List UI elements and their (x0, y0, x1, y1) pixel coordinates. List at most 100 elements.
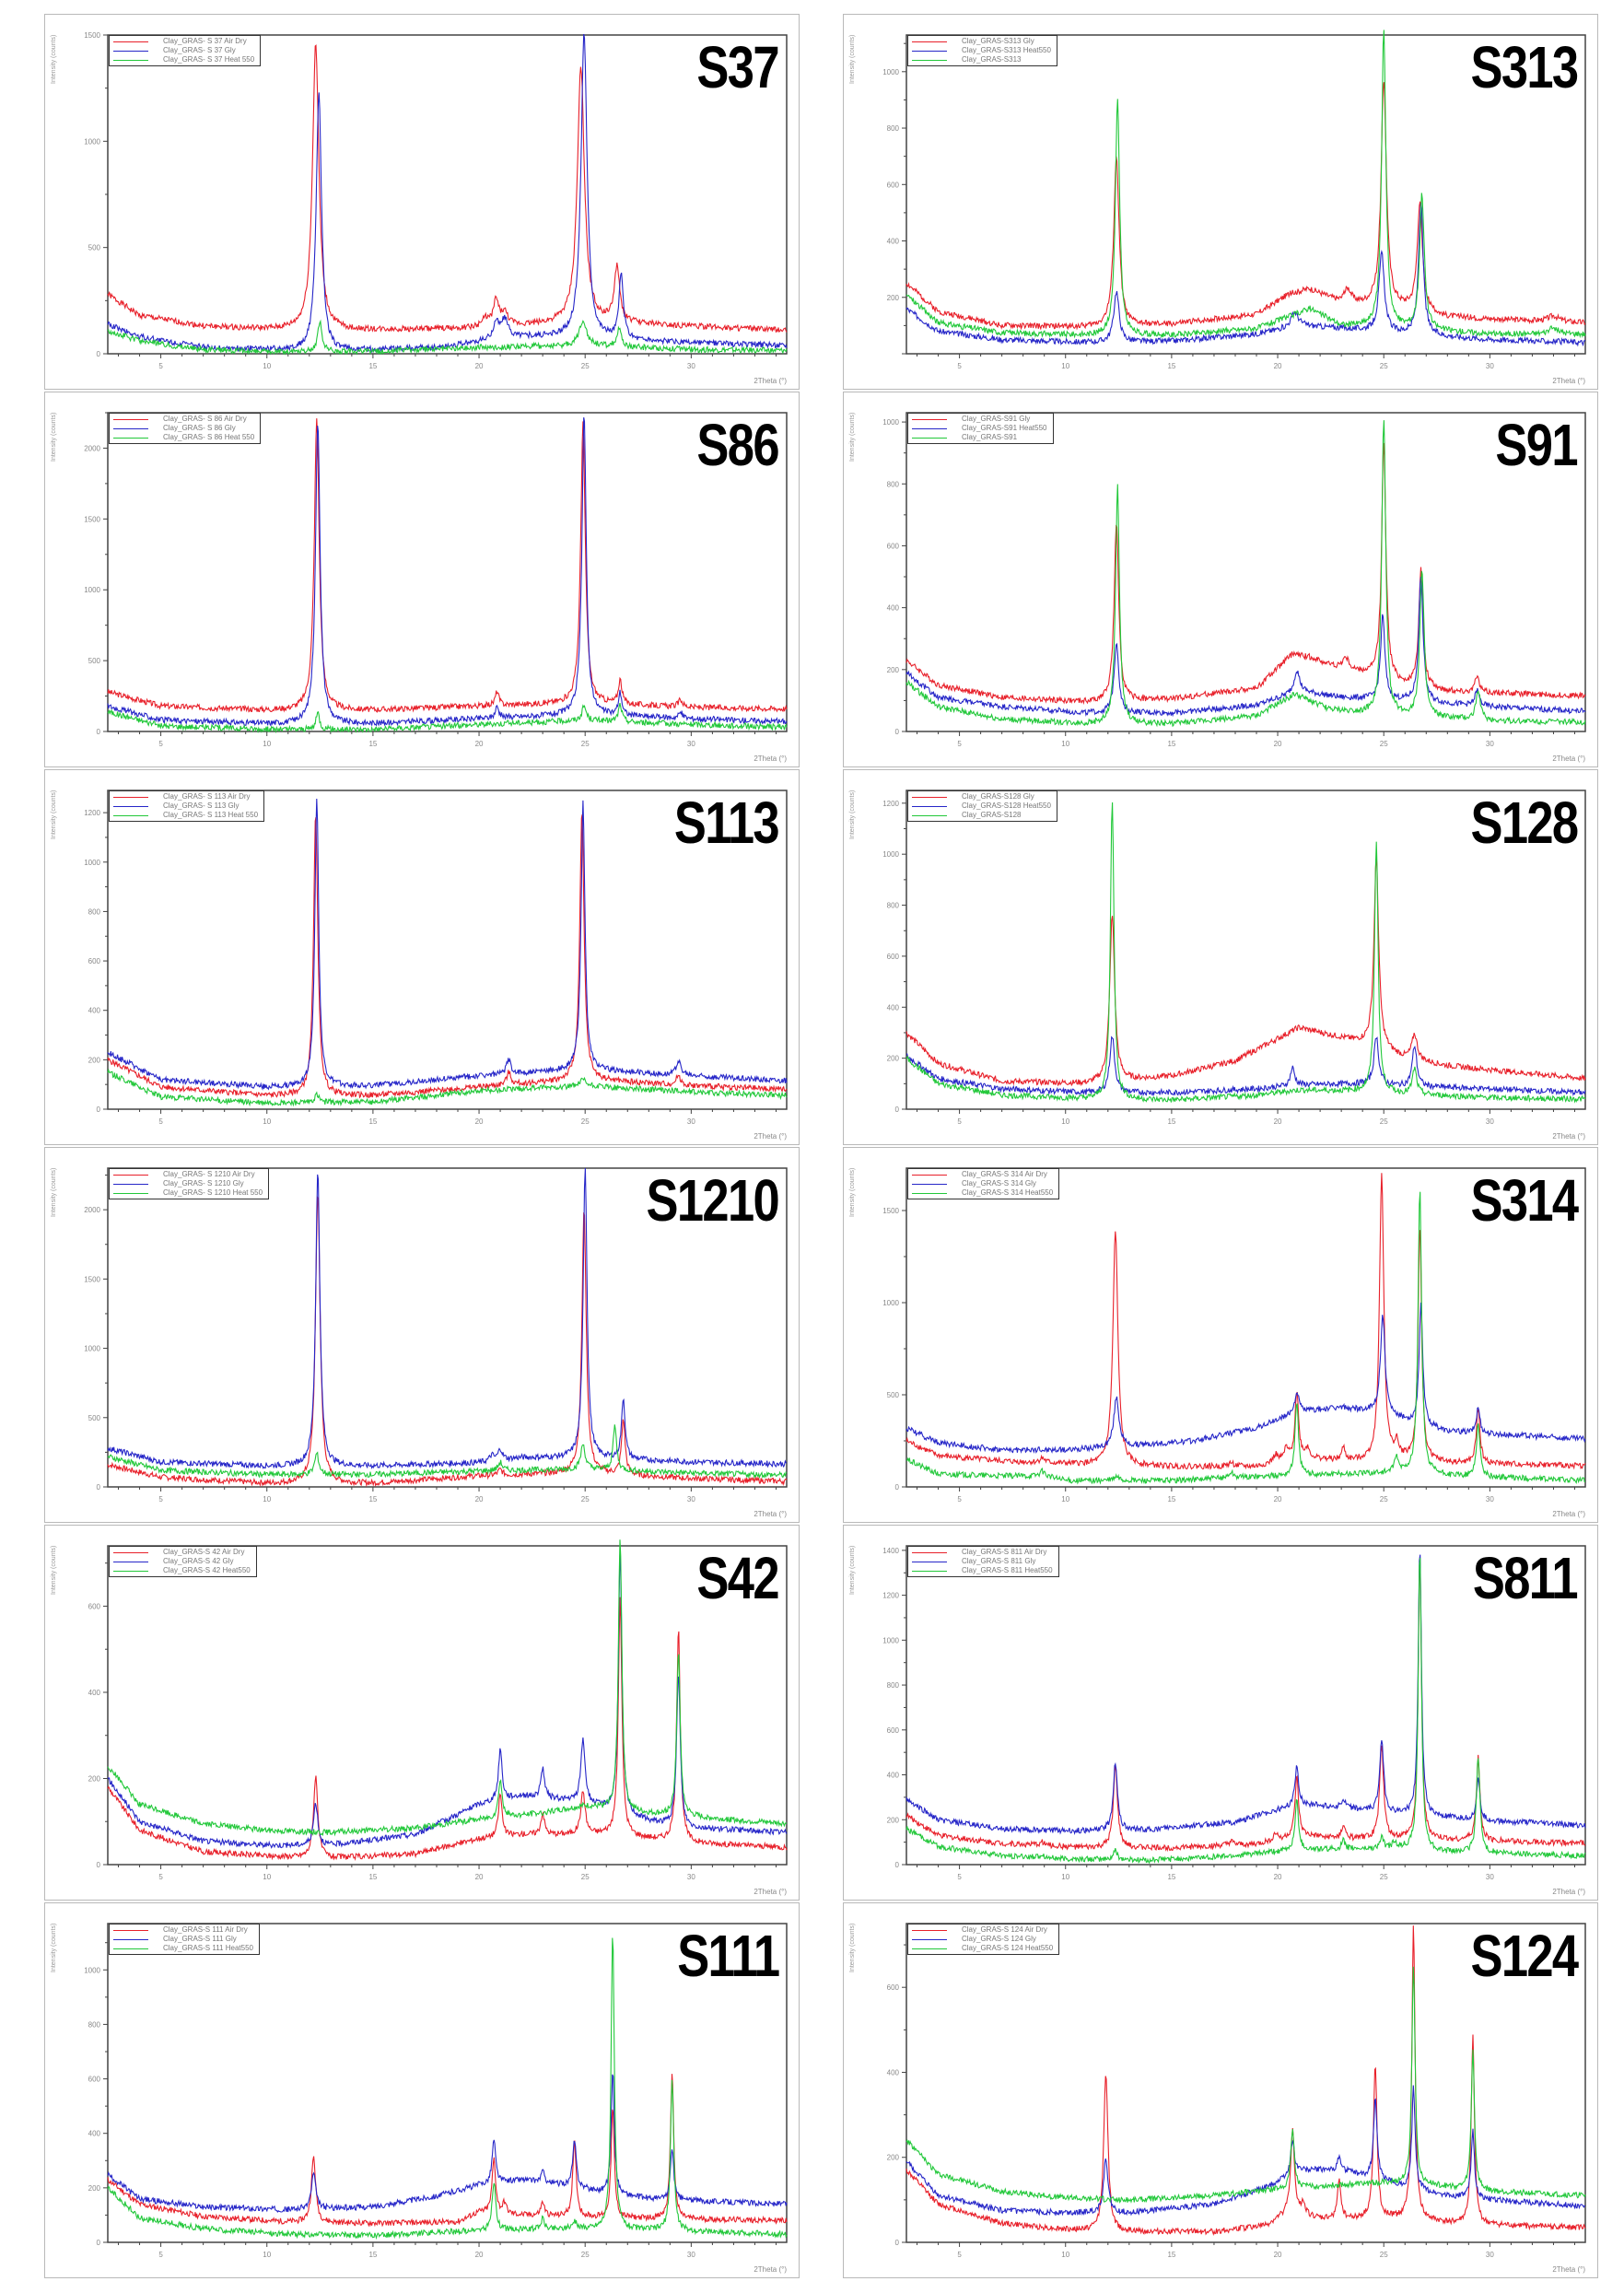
legend-item: Clay_GRAS-S91 (912, 433, 1047, 442)
y-tick-label: 1000 (882, 1636, 899, 1644)
legend-label: Clay_GRAS-S 42 Air Dry (163, 1548, 245, 1556)
x-tick-label: 5 (957, 362, 962, 370)
legend-item: Clay_GRAS- S 86 Heat 550 (113, 433, 254, 442)
series-line-heat (905, 1966, 1586, 2204)
y-tick-label: 0 (97, 1483, 101, 1492)
chart-legend: Clay_GRAS-S313 Gly Clay_GRAS-S313 Heat550… (907, 35, 1057, 66)
x-tick-label: 20 (475, 1495, 484, 1503)
y-tick-label: 200 (88, 1056, 101, 1064)
x-tick-label: 25 (1380, 2251, 1388, 2259)
legend-swatch (113, 1192, 148, 1194)
series-line-gly (107, 33, 788, 354)
legend-item: Clay_GRAS-S 314 Air Dry (912, 1170, 1053, 1179)
legend-swatch (912, 41, 947, 42)
legend-swatch (912, 1938, 947, 1940)
sample-label: S113 (673, 790, 780, 856)
x-tick-label: 20 (1274, 2251, 1282, 2259)
y-tick-label: 400 (887, 238, 900, 246)
y-axis-title: Intensity (counts) (51, 1167, 57, 1217)
xrd-plot: 0 500 1000 1500 5 10 15 20 25 30 2Theta (°) (882, 1167, 1586, 1518)
xrd-plot: 0 200 400 600 800 1000 1200 1400 5 10 15 20 25 30 2The… (882, 1545, 1586, 1896)
x-tick-label: 10 (263, 362, 271, 370)
x-axis-title: 2Theta (°) (1552, 1132, 1585, 1141)
legend-label: Clay_GRAS-S 314 Gly (962, 1179, 1036, 1187)
sample-label: S128 (1469, 790, 1579, 856)
legend-swatch (912, 50, 947, 52)
chart-legend: Clay_GRAS-S 111 Air Dry Clay_GRAS-S 111 G… (109, 1924, 260, 1955)
x-tick-label: 15 (368, 1117, 377, 1126)
x-tick-label: 20 (1274, 1117, 1282, 1126)
series-line-heat (905, 801, 1586, 1104)
series-line-gly (107, 416, 788, 727)
chart-legend: Clay_GRAS-S 314 Air Dry Clay_GRAS-S 314 G… (907, 1168, 1060, 1199)
y-tick-label: 200 (887, 666, 900, 674)
legend-label: Clay_GRAS-S 314 Heat550 (962, 1188, 1054, 1197)
xrd-chart-panel-s37: 0 500 1000 1500 5 10 15 20 25 30 2Theta (°) Intens… (44, 14, 800, 390)
sample-label: S111 (676, 1923, 780, 1989)
legend-swatch (113, 1929, 148, 1931)
x-tick-label: 15 (1167, 1117, 1175, 1126)
legend-swatch (912, 418, 947, 420)
x-tick-label: 5 (957, 1873, 962, 1881)
y-tick-label: 1000 (84, 1966, 100, 1974)
legend-label: Clay_GRAS- S 113 Heat 550 (163, 811, 259, 819)
y-tick-label: 200 (887, 294, 900, 302)
y-tick-label: 800 (887, 480, 900, 488)
x-tick-label: 30 (687, 2251, 695, 2259)
y-tick-label: 600 (887, 542, 900, 550)
x-tick-label: 30 (687, 362, 695, 370)
series-line-air-dry (107, 44, 788, 333)
series-line-gly (905, 1554, 1586, 1836)
y-tick-label: 200 (88, 1774, 101, 1783)
legend-label: Clay_GRAS-S 124 Air Dry (962, 1925, 1047, 1934)
legend-item: Clay_GRAS- S 86 Air Dry (113, 415, 254, 424)
legend-label: Clay_GRAS- S 37 Heat 550 (163, 55, 255, 64)
y-tick-label: 1000 (882, 850, 899, 859)
legend-item: Clay_GRAS- S 1210 Air Dry (113, 1170, 263, 1179)
legend-swatch (912, 814, 947, 816)
y-tick-label: 0 (895, 1483, 900, 1492)
series-line-gly (905, 202, 1586, 347)
xrd-plot: 200 400 600 800 1000 5 10 15 20 25 30 2Theta (°) (882, 29, 1586, 385)
y-tick-label: 1000 (882, 1299, 899, 1307)
legend-swatch (113, 59, 148, 61)
x-tick-label: 20 (1274, 1873, 1282, 1881)
y-tick-label: 1400 (882, 1547, 899, 1555)
series-line-gly (107, 2074, 788, 2214)
x-axis-title: 2Theta (°) (1552, 1888, 1585, 1896)
series-line-heat (905, 1557, 1586, 1865)
x-tick-label: 5 (957, 2251, 962, 2259)
y-tick-label: 0 (895, 1106, 900, 1114)
x-tick-label: 20 (475, 362, 484, 370)
x-tick-label: 5 (158, 740, 163, 748)
x-tick-label: 10 (1061, 740, 1069, 748)
legend-swatch (113, 418, 148, 420)
sample-label: S86 (696, 412, 780, 478)
y-tick-label: 600 (88, 2076, 101, 2084)
x-tick-label: 15 (368, 740, 377, 748)
y-tick-label: 600 (887, 1983, 900, 1992)
x-tick-label: 5 (957, 1117, 962, 1126)
plot-frame (905, 1923, 1586, 2243)
legend-item: Clay_GRAS-S 111 Air Dry (113, 1925, 253, 1935)
sample-label: S314 (1469, 1167, 1579, 1234)
y-tick-label: 1200 (882, 1592, 899, 1600)
x-tick-label: 30 (1486, 2251, 1494, 2259)
legend-label: Clay_GRAS-S 811 Heat550 (962, 1566, 1053, 1574)
legend-item: Clay_GRAS-S 811 Air Dry (912, 1548, 1053, 1557)
x-tick-label: 30 (1486, 1117, 1494, 1126)
legend-label: Clay_GRAS-S 42 Gly (163, 1557, 234, 1565)
y-tick-label: 1500 (84, 515, 100, 523)
xrd-chart-panel-s314: 0 500 1000 1500 5 10 15 20 25 30 2Theta (°) Intens… (843, 1147, 1598, 1523)
chart-legend: Clay_GRAS-S 42 Air Dry Clay_GRAS-S 42 Gly… (109, 1546, 257, 1577)
y-tick-label: 800 (887, 1681, 900, 1690)
legend-swatch (912, 1948, 947, 1949)
xrd-plot: 0 500 1000 1500 2000 5 10 15 20 25 30 2Theta (°) (84, 1167, 788, 1518)
x-tick-label: 5 (158, 362, 163, 370)
xrd-plot: 0 200 400 600 800 1000 1200 5 10 15 20 25 30 2Theta (… (882, 790, 1586, 1141)
y-tick-label: 400 (887, 1003, 900, 1012)
y-tick-label: 200 (88, 2184, 101, 2193)
y-tick-label: 500 (88, 657, 101, 665)
x-tick-label: 15 (368, 1495, 377, 1503)
legend-item: Clay_GRAS- S 37 Air Dry (113, 37, 254, 46)
